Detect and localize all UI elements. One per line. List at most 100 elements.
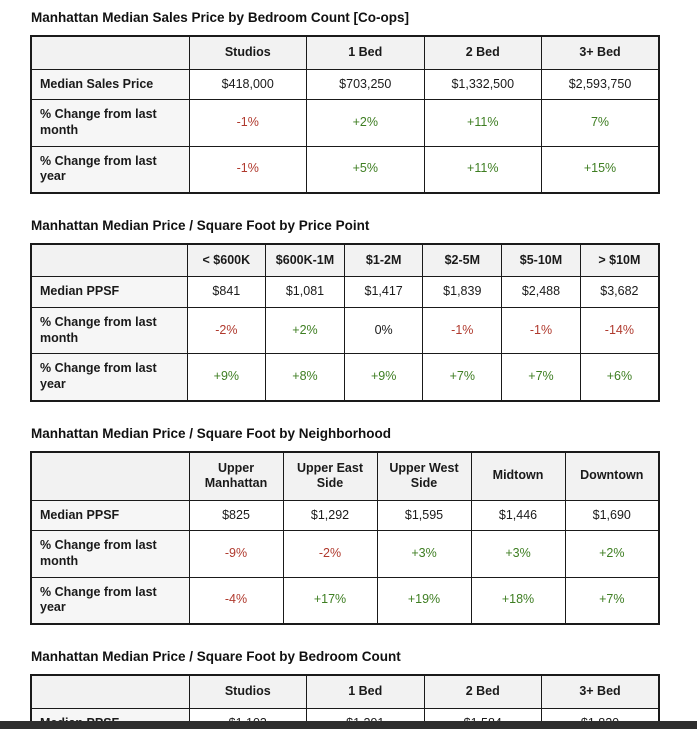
section-median-sales-price-bedroom-coops: Manhattan Median Sales Price by Bedroom … — [30, 10, 660, 194]
table-cell: +9% — [186, 353, 267, 401]
table-row: % Change from last year -1% +5% +11% +15… — [30, 145, 660, 194]
column-header: 2 Bed — [423, 674, 542, 709]
table-cell: $418,000 — [188, 68, 307, 101]
table-cell: -2% — [186, 306, 267, 355]
table-cell: +3% — [376, 530, 472, 578]
column-header: > $10M — [579, 243, 660, 278]
column-header: $5-10M — [501, 243, 581, 278]
table-cell: +18% — [470, 576, 566, 625]
row-label: Median Sales Price — [30, 68, 190, 101]
row-label: % Change from last month — [30, 530, 190, 578]
row-label: Median PPSF — [30, 276, 188, 308]
column-header: Upper East Side — [282, 451, 378, 501]
table-row: % Change from last year +9% +8% +9% +7% … — [30, 353, 660, 401]
table-cell: +2% — [306, 99, 425, 147]
table-cell: -1% — [188, 99, 307, 147]
table-cell: -1% — [188, 145, 307, 194]
column-header: 1 Bed — [306, 35, 425, 70]
table-row: Median PPSF $825 $1,292 $1,595 $1,446 $1… — [30, 499, 660, 532]
column-header: 1 Bed — [306, 674, 425, 709]
table-cell: $703,250 — [306, 68, 425, 101]
header-row: Studios 1 Bed 2 Bed 3+ Bed — [30, 35, 660, 70]
table-row: % Change from last month -9% -2% +3% +3%… — [30, 530, 660, 578]
corner-cell — [30, 674, 190, 709]
column-header: $600K-1M — [265, 243, 345, 278]
table-cell: +5% — [306, 145, 425, 194]
table-cell: -2% — [282, 530, 378, 578]
column-header: 2 Bed — [423, 35, 542, 70]
table-cell: $1,081 — [265, 276, 345, 308]
table-cell: $1,595 — [376, 499, 472, 532]
table-cell: +9% — [343, 353, 424, 401]
table-cell: $1,292 — [282, 499, 378, 532]
table-cell: $1,690 — [564, 499, 660, 532]
table-row: % Change from last month -2% +2% 0% -1% … — [30, 306, 660, 355]
table-cell: +2% — [265, 306, 345, 355]
table-cell: $1,839 — [422, 276, 503, 308]
table-cell: -1% — [501, 306, 581, 355]
column-header: $1-2M — [343, 243, 424, 278]
table-cell: +7% — [501, 353, 581, 401]
table-cell: 0% — [343, 306, 424, 355]
table-median-sales-price-bedroom-coops: Studios 1 Bed 2 Bed 3+ Bed Median Sales … — [30, 35, 660, 194]
table-title: Manhattan Median Price / Square Foot by … — [31, 217, 370, 233]
table-cell: $1,332,500 — [423, 68, 542, 101]
column-header: < $600K — [186, 243, 267, 278]
table-title: Manhattan Median Price / Square Foot by … — [31, 425, 392, 441]
table-cell: +2% — [564, 530, 660, 578]
table-cell: +17% — [282, 576, 378, 625]
footer-bar — [0, 721, 697, 729]
corner-cell — [30, 243, 188, 278]
column-header: 3+ Bed — [541, 35, 660, 70]
table-cell: +11% — [423, 99, 542, 147]
corner-cell — [30, 35, 190, 70]
table-ppsf-price-point: < $600K $600K-1M $1-2M $2-5M $5-10M > $1… — [30, 242, 660, 402]
table-cell: +7% — [564, 576, 660, 625]
table-title: Manhattan Median Price / Square Foot by … — [31, 648, 401, 664]
table-cell: $1,446 — [470, 499, 566, 532]
header-row: Upper Manhattan Upper East Side Upper We… — [30, 451, 660, 501]
section-ppsf-bedroom: Manhattan Median Price / Square Foot by … — [30, 649, 660, 729]
table-cell: +15% — [541, 145, 660, 194]
table-row: % Change from last year -4% +17% +19% +1… — [30, 576, 660, 625]
header-row: Studios 1 Bed 2 Bed 3+ Bed — [30, 674, 660, 709]
column-header: Upper West Side — [376, 451, 472, 501]
table-cell: +19% — [376, 576, 472, 625]
row-label: % Change from last year — [30, 145, 190, 194]
table-cell: $825 — [188, 499, 284, 532]
table-cell: 7% — [541, 99, 660, 147]
table-cell: $1,417 — [343, 276, 424, 308]
section-ppsf-neighborhood: Manhattan Median Price / Square Foot by … — [30, 426, 660, 625]
table-cell: +8% — [265, 353, 345, 401]
table-cell: +6% — [579, 353, 660, 401]
column-header: $2-5M — [422, 243, 503, 278]
row-label: % Change from last month — [30, 99, 190, 147]
table-cell: +7% — [422, 353, 503, 401]
column-header: Downtown — [564, 451, 660, 501]
table-cell: -4% — [188, 576, 284, 625]
table-row: Median PPSF $841 $1,081 $1,417 $1,839 $2… — [30, 276, 660, 308]
table-cell: -1% — [422, 306, 503, 355]
table-cell: +3% — [470, 530, 566, 578]
table-cell: $2,488 — [501, 276, 581, 308]
column-header: Upper Manhattan — [188, 451, 284, 501]
table-cell: -9% — [188, 530, 284, 578]
section-ppsf-price-point: Manhattan Median Price / Square Foot by … — [30, 218, 660, 402]
header-row: < $600K $600K-1M $1-2M $2-5M $5-10M > $1… — [30, 243, 660, 278]
table-cell: $3,682 — [579, 276, 660, 308]
row-label: % Change from last year — [30, 353, 188, 401]
column-header: Studios — [188, 35, 307, 70]
corner-cell — [30, 451, 190, 501]
table-cell: $2,593,750 — [541, 68, 660, 101]
table-row: Median Sales Price $418,000 $703,250 $1,… — [30, 68, 660, 101]
row-label: Median PPSF — [30, 499, 190, 532]
row-label: % Change from last year — [30, 576, 190, 625]
column-header: 3+ Bed — [541, 674, 660, 709]
table-cell: $841 — [186, 276, 267, 308]
column-header: Studios — [188, 674, 307, 709]
table-title: Manhattan Median Sales Price by Bedroom … — [31, 10, 410, 25]
table-ppsf-neighborhood: Upper Manhattan Upper East Side Upper We… — [30, 450, 660, 625]
table-cell: +11% — [423, 145, 542, 194]
table-cell: -14% — [579, 306, 660, 355]
